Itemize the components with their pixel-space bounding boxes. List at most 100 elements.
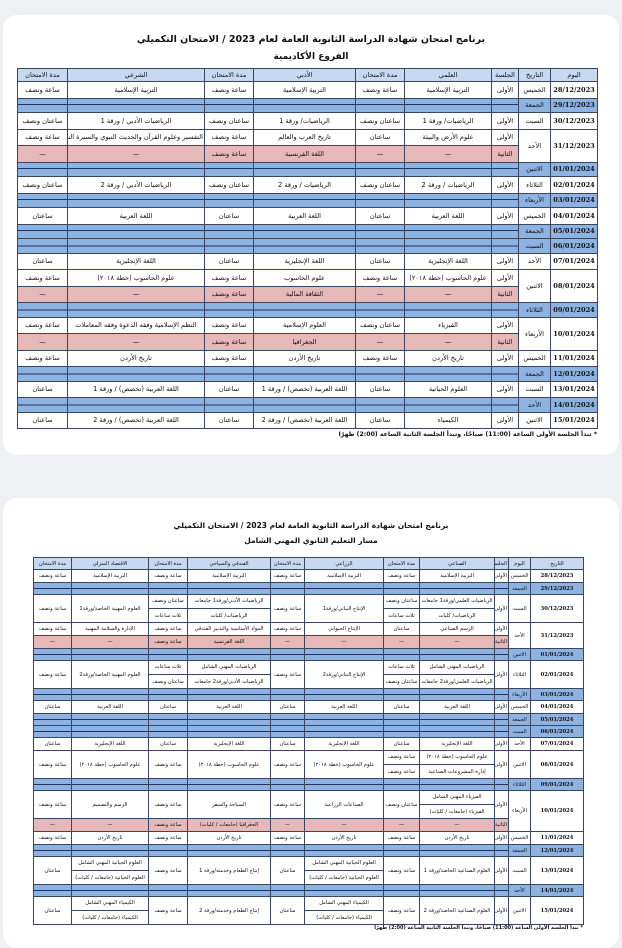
empty-cell [404,366,492,382]
date-cell: 09/01/2024 [550,302,598,318]
empty-cell [71,648,149,661]
date-cell: 11/01/2024 [530,831,584,845]
duration-cell: ساعتان ونصف ثلاث ساعات [148,594,188,623]
session-cell: الأولى [494,569,509,583]
empty-cell [491,238,519,254]
empty-cell [404,302,492,318]
academic-schedule-table: اليوم التاريخ الجلسة العلمي مدة الامتحان الأد… [17,68,598,429]
empty-cell [494,648,509,661]
duration-cell: ساعة ونصف [148,818,188,832]
empty-cell [33,713,72,726]
subject-cell: اللغة الإنجليزية [67,252,205,270]
off-day-row: 12/01/2024 الجمعة [33,844,584,857]
day-cell: الخميس [518,207,551,225]
subject-cell: إنتاج الطعام وخدمته/ورقة 2 [187,896,271,925]
empty-cell [304,582,384,595]
empty-cell [494,582,509,595]
duration-cell: — [270,635,305,649]
empty-cell [204,161,254,177]
day-cell: الأحد [508,622,531,649]
day-cell: السبت [518,112,551,130]
column-header: الفندقي والسياحي [187,557,271,570]
empty-cell [253,366,356,382]
exam-row: 07/01/2024 الأحد الأولى اللغة الإنجليزية ساع… [17,252,598,270]
off-day-row: 29/12/2023 الجمعة [17,97,598,113]
duration-cell: ساعة ونصف [383,831,420,845]
second-session-row: الثانية — — — — اللغة الفرنسية ساعة ونصف — — [33,635,584,649]
empty-cell [419,648,495,661]
duration-cell: ساعتان ونصف [17,176,68,194]
empty-cell [491,192,519,208]
duration-cell: ساعة ونصف [383,856,420,885]
subject-cell: العلوم الحياتية المهني الشامل العلوم الحي… [71,856,149,885]
empty-cell [253,161,356,177]
off-day-row: 01/01/2024 الاثنين [33,648,584,661]
date-cell: 06/01/2024 [550,238,598,254]
duration-cell: ساعة ونصف [204,349,254,367]
date-cell: 28/12/2023 [530,569,584,583]
subject-cell: اللغة الإنجليزية [404,252,492,270]
session-cell: الأولى [494,660,509,689]
subject-cell: اللغة العربية [419,700,495,714]
empty-cell [253,238,356,254]
duration-cell: ساعة ونصف [355,81,405,99]
subject-cell: الثقافة المالية [253,285,356,303]
duration-cell: ساعتان ونصف [383,790,420,819]
session-cell: الأولى [494,896,509,925]
duration-cell: ساعتان [33,700,72,714]
empty-cell [148,713,188,726]
empty-cell [383,778,420,791]
empty-cell [491,397,519,413]
duration-cell: ساعتان [355,252,405,270]
subject-cell: اللغة العربية [71,700,149,714]
off-day-row: 09/01/2024 الثلاثاء [33,778,584,791]
off-day-row: 12/01/2024 الجمعة [17,366,598,382]
duration-cell-part: ساعتان ونصف [152,598,184,605]
vocational-footnote: * تبدأ الجلسة الأولى الساعة (11:00) صباح… [374,925,583,931]
empty-cell [304,648,384,661]
empty-cell [148,688,188,701]
subject-cell-part: الكيمياء المهني الشامل [319,900,369,907]
subject-cell: الرياضيات/ ورقة 1 [404,112,492,130]
empty-cell [67,397,205,413]
empty-cell [67,97,205,113]
duration-cell: ساعتان [270,896,305,925]
day-cell: الاثنين [518,161,551,177]
empty-cell [148,582,188,595]
exam-row: 07/01/2024 الأحد الأولى اللغة الإنجليزية ساع… [33,737,584,751]
duration-cell: ساعتان [17,207,68,225]
subject-cell: تاريخ الأردن [187,831,271,845]
empty-cell [270,725,305,738]
duration-cell-part: ثلاث ساعات [149,608,187,622]
day-cell: الجمعة [518,97,551,113]
duration-cell: ساعة ونصف [148,569,188,583]
second-session-row: الثانية — — الثقافة المالية ساعة ونصف — — [17,285,598,303]
subject-cell: — [304,818,384,832]
session-cell: الأولى [491,176,519,194]
subject-cell: الرياضيات المهني الشامل الرياضيات الأدبي/… [187,660,271,689]
day-cell: السبت [508,725,531,738]
day-cell: الأحد [508,884,531,897]
duration-cell: — [355,145,405,163]
empty-cell [67,366,205,382]
subject-cell: التربية الإسلامية [253,81,356,99]
empty-cell [383,648,420,661]
empty-cell [404,397,492,413]
subject-cell-part: العلوم الحياتية (جامعات / كليات) [305,870,383,884]
vocational-title: برنامج امتحان شهادة الدراسة الثانوية الع… [173,521,449,530]
empty-cell [148,778,188,791]
empty-cell [204,366,254,382]
duration-cell-part: ثلاث ساعات [384,608,419,622]
subject-cell-part: الفيزياء المهني الشامل [432,794,482,801]
duration-cell: — [383,635,420,649]
subject-cell: الرياضيات الأدبي / ورقة 2 [67,176,205,194]
day-cell: الاثنين [508,896,531,925]
empty-cell [17,97,68,113]
duration-cell: ساعة ونصف [204,333,254,351]
empty-cell [304,778,384,791]
header-row: اليوم التاريخ الجلسة العلمي مدة الامتحان الأد… [17,68,598,82]
duration-cell-part: ثلاث ساعات [154,664,182,671]
column-header: التاريخ [530,557,584,570]
duration-cell: ساعتان [17,411,68,429]
exam-row: 08/01/2024 الاثنين الأولى علوم الحاسوب (خطة… [17,269,598,303]
